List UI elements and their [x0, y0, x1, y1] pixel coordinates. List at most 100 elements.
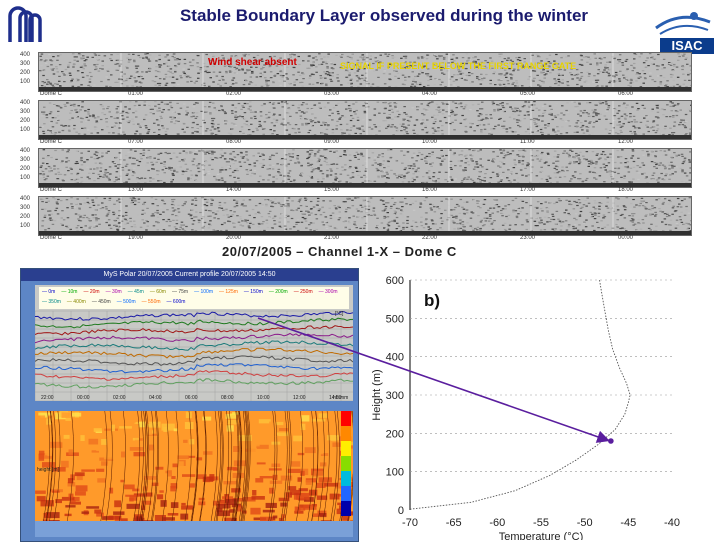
sodar-strip [38, 196, 692, 236]
legend-entry: — 60m [150, 289, 166, 295]
timeseries-x-tick: 10:00 [257, 395, 270, 401]
strip-y-tick: 200 [20, 118, 30, 124]
legend-entry: — 100m [194, 289, 213, 295]
profile-y-tick: 0 [398, 505, 404, 517]
strip-y-tick: 300 [20, 109, 30, 115]
profile-x-tick: -40 [664, 517, 680, 529]
legend-entry: — 400m [67, 299, 86, 305]
profile-x-tick: -55 [533, 517, 549, 529]
profile-y-tick: 400 [386, 352, 404, 364]
strip-time-tick: 17:00 [520, 187, 535, 193]
contour-colorbar [341, 411, 351, 516]
timeseries-x-label: hh:mm [333, 395, 348, 401]
strip-y-axis: 400 300 200 100 [8, 196, 38, 234]
strip-y-tick: 300 [20, 205, 30, 211]
legend-entry: — 450m [92, 299, 111, 305]
strip-time-tick: 11:00 [520, 139, 535, 145]
timeseries-line [35, 326, 353, 335]
strip-y-tick: 200 [20, 214, 30, 220]
legend-entry: — 0m [42, 289, 55, 295]
sodar-caption: 20/07/2005 – Channel 1-X – Dome C [222, 244, 457, 259]
timeseries-line [35, 356, 353, 366]
strip-time-tick: 15:00 [324, 187, 339, 193]
sodar-strip [38, 52, 692, 92]
contour-y-label: height [m] [37, 467, 60, 473]
strip-time-tick: 21:00 [324, 235, 339, 241]
legend-entry: — 20m [83, 289, 99, 295]
strip-y-tick: 100 [20, 127, 30, 133]
timeseries-x-tick: 00:00 [77, 395, 90, 401]
legend-entry: — 300m [319, 289, 338, 295]
strip-time-tick: 00:00 [618, 235, 633, 241]
profile-y-tick: 200 [386, 428, 404, 440]
strip-time-tick: 06:00 [618, 91, 633, 97]
strip-y-tick: 400 [20, 148, 30, 154]
temperature-contour: height [m] [35, 411, 353, 537]
timeseries-line [35, 371, 353, 381]
legend-entry: — 200m [269, 289, 288, 295]
strip-time-tick: 03:00 [324, 91, 339, 97]
strip-time-tick: 08:00 [226, 139, 241, 145]
timeseries-x-tick: 22:00 [41, 395, 54, 401]
profile-x-tick: -50 [577, 517, 593, 529]
legend-entry: — 30m [106, 289, 122, 295]
strip-y-tick: 400 [20, 196, 30, 202]
strip-time-tick: 05:00 [520, 91, 535, 97]
strip-y-tick: 200 [20, 166, 30, 172]
profile-y-tick: 600 [386, 275, 404, 287]
instrument-screenshot: MyS Polar 20/07/2005 Current profile 20/… [20, 268, 359, 542]
strip-time-tick: 18:00 [618, 187, 633, 193]
legend-entry: — 600m [167, 299, 186, 305]
strip-time-tick: 19:00 [128, 235, 143, 241]
strip-y-tick: 100 [20, 223, 30, 229]
strip-y-axis: 400 300 200 100 [8, 100, 38, 138]
annotation-wind-shear: Wind shear absent [208, 57, 297, 68]
profile-x-tick: -70 [402, 517, 418, 529]
timeseries-x-tick: 06:00 [185, 395, 198, 401]
legend-entry: — 550m [142, 299, 161, 305]
strip-time-tick: 14:00 [226, 187, 241, 193]
instrument-title: MyS Polar 20/07/2005 Current profile 20/… [21, 269, 358, 281]
timeseries-x-tick: 08:00 [221, 395, 234, 401]
strip-station-label: Dome C [40, 187, 62, 193]
profile-series-line [410, 280, 630, 509]
profile-x-tick: -60 [489, 517, 505, 529]
legend-entry: — 10m [61, 289, 77, 295]
profile-x-tick: -65 [446, 517, 462, 529]
profile-marker [608, 438, 614, 444]
timeseries-x-tick: 12:00 [293, 395, 306, 401]
strip-time-tick: 23:00 [520, 235, 535, 241]
legend-entry: — 350m [42, 299, 61, 305]
timeseries-line [35, 379, 353, 388]
strip-y-tick: 100 [20, 79, 30, 85]
annotation-signal: SIGNAL IF PRESENT BELOW THE FIRST RANGE … [340, 61, 576, 71]
strip-y-tick: 400 [20, 52, 30, 58]
strip-time-tick: 09:00 [324, 139, 339, 145]
strip-y-tick: 300 [20, 157, 30, 163]
strip-y-tick: 400 [20, 100, 30, 106]
timeseries-legend: — 0m— 10m— 20m— 30m— 45m— 60m— 75m— 100m… [39, 287, 349, 309]
legend-entry: — 150m [244, 289, 263, 295]
sodar-strip [38, 148, 692, 188]
legend-entry: — 125m [219, 289, 238, 295]
sodar-strip [38, 100, 692, 140]
timeseries-y-label: [°C] [335, 311, 344, 317]
strip-time-tick: 20:00 [226, 235, 241, 241]
profile-y-tick: 500 [386, 313, 404, 325]
strip-time-tick: 13:00 [128, 187, 143, 193]
profile-x-tick: -45 [620, 517, 636, 529]
legend-entry: — 45m [128, 289, 144, 295]
profile-panel-label: b) [424, 291, 440, 310]
profile-x-label: Temperature (°C) [499, 531, 583, 540]
strip-time-tick: 12:00 [618, 139, 633, 145]
timeseries-line [35, 341, 353, 350]
profile-y-label: Height (m) [371, 369, 383, 420]
page-title: Stable Boundary Layer observed during th… [0, 6, 720, 26]
